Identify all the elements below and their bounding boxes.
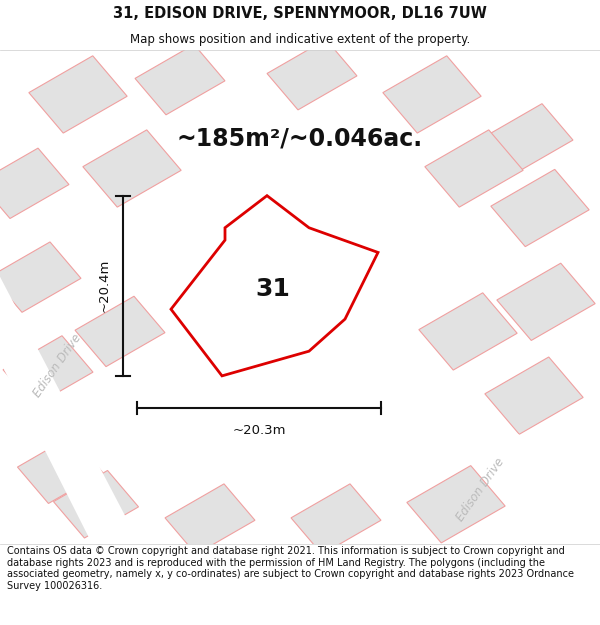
Text: ~20.3m: ~20.3m xyxy=(232,424,286,437)
Polygon shape xyxy=(75,296,165,367)
Text: Contains OS data © Crown copyright and database right 2021. This information is : Contains OS data © Crown copyright and d… xyxy=(7,546,574,591)
Text: ~185m²/~0.046ac.: ~185m²/~0.046ac. xyxy=(177,127,423,151)
Polygon shape xyxy=(425,130,523,207)
Polygon shape xyxy=(291,484,381,554)
Polygon shape xyxy=(3,336,93,406)
Polygon shape xyxy=(83,130,181,207)
Polygon shape xyxy=(165,484,255,554)
Polygon shape xyxy=(485,357,583,434)
Text: Edison Drive: Edison Drive xyxy=(31,332,83,400)
Text: 31: 31 xyxy=(256,278,290,301)
Polygon shape xyxy=(0,148,69,219)
Text: Map shows position and indicative extent of the property.: Map shows position and indicative extent… xyxy=(130,32,470,46)
Polygon shape xyxy=(383,56,481,133)
Polygon shape xyxy=(491,169,589,247)
Polygon shape xyxy=(497,263,595,341)
Text: Edison Drive: Edison Drive xyxy=(454,456,506,524)
Polygon shape xyxy=(483,104,573,174)
Polygon shape xyxy=(0,208,132,564)
Polygon shape xyxy=(419,292,517,370)
Polygon shape xyxy=(17,436,103,504)
Text: 31, EDISON DRIVE, SPENNYMOOR, DL16 7UW: 31, EDISON DRIVE, SPENNYMOOR, DL16 7UW xyxy=(113,6,487,21)
Polygon shape xyxy=(29,56,127,133)
Polygon shape xyxy=(0,242,81,312)
Polygon shape xyxy=(407,466,505,543)
Polygon shape xyxy=(480,425,600,569)
Text: ~20.4m: ~20.4m xyxy=(97,259,110,312)
Polygon shape xyxy=(135,44,225,115)
Polygon shape xyxy=(53,471,139,538)
Polygon shape xyxy=(267,39,357,110)
